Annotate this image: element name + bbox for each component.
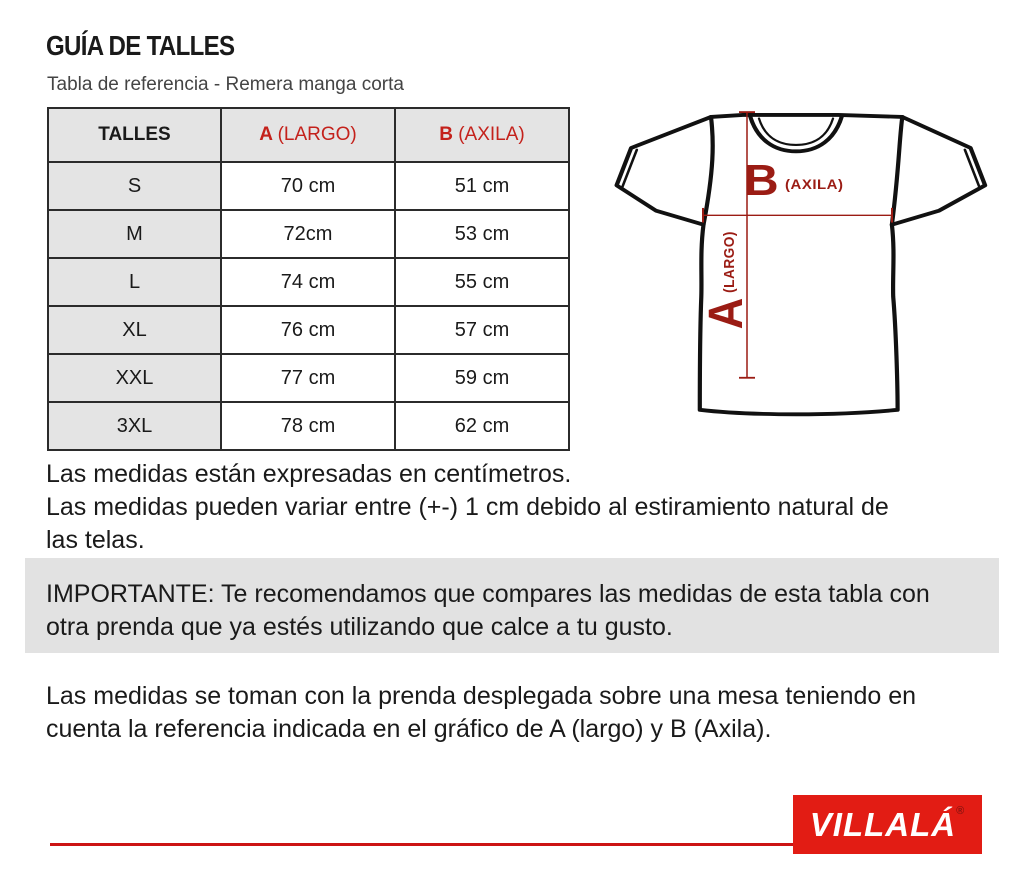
svg-text:(AXILA): (AXILA) <box>785 177 843 192</box>
svg-text:A: A <box>698 298 752 330</box>
svg-text:B: B <box>744 155 779 205</box>
svg-text:(LARGO): (LARGO) <box>721 231 738 293</box>
